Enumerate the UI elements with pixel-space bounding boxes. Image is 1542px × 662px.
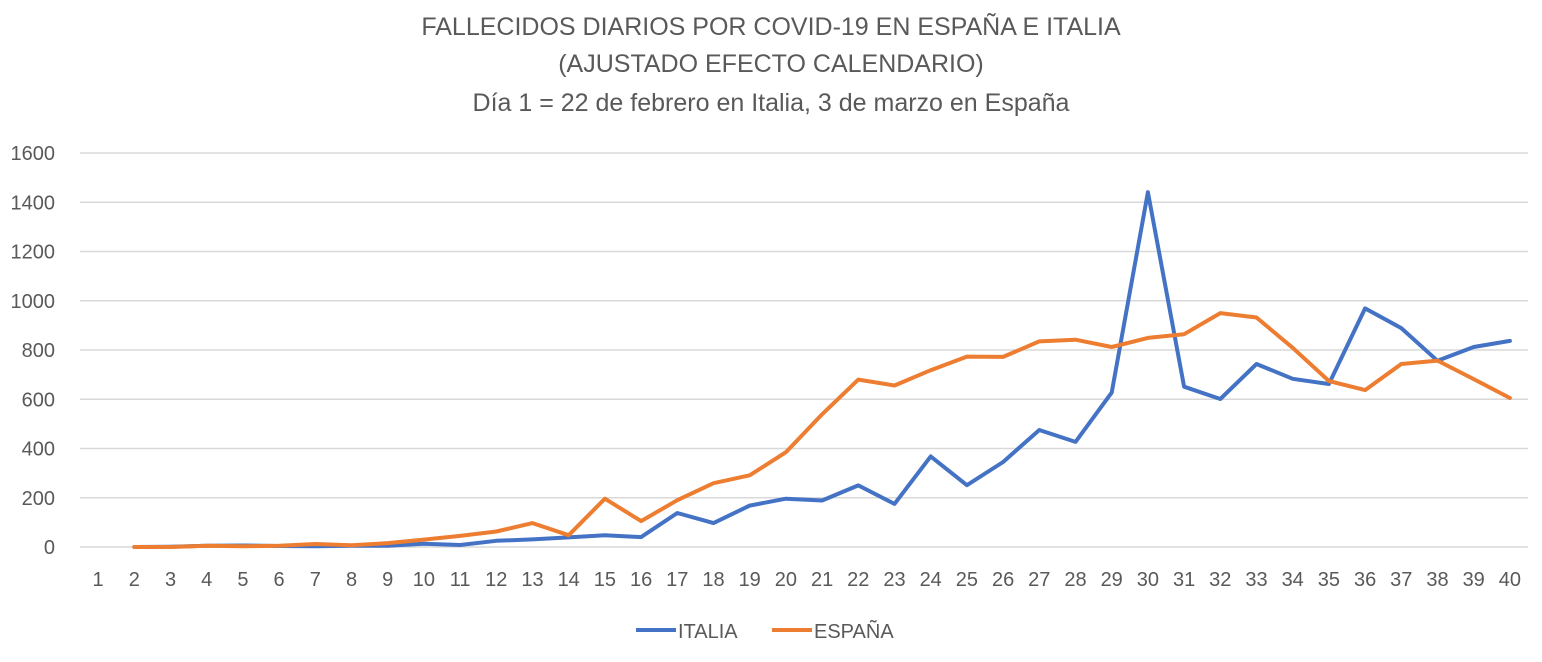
x-tick-label: 37 [1390, 569, 1412, 591]
x-tick-label: 3 [165, 569, 176, 591]
x-tick-label: 31 [1173, 569, 1195, 591]
y-tick-label: 0 [44, 537, 55, 559]
x-tick-label: 2 [129, 569, 140, 591]
x-tick-label: 20 [775, 569, 797, 591]
x-tick-label: 8 [346, 569, 357, 591]
y-tick-label: 1600 [11, 143, 56, 165]
series-line-italia [132, 190, 1512, 549]
x-tick-label: 10 [413, 569, 435, 591]
x-tick-label: 33 [1245, 569, 1267, 591]
x-tick-label: 30 [1137, 569, 1159, 591]
y-tick-label: 800 [22, 340, 55, 362]
x-tick-label: 24 [920, 569, 942, 591]
x-tick-label: 35 [1318, 569, 1340, 591]
chart-subtitle: Día 1 = 22 de febrero en Italia, 3 de ma… [472, 89, 1070, 117]
x-tick-label: 4 [201, 569, 212, 591]
x-tick-label: 9 [382, 569, 393, 591]
x-tick-label: 21 [811, 569, 833, 591]
series-line-españa [132, 311, 1512, 549]
x-tick-label: 39 [1463, 569, 1485, 591]
x-tick-label: 16 [630, 569, 652, 591]
y-tick-label: 1200 [11, 242, 56, 264]
x-tick-label: 12 [485, 569, 507, 591]
x-tick-label: 14 [558, 569, 580, 591]
x-tick-label: 27 [1028, 569, 1050, 591]
x-tick-label: 26 [992, 569, 1014, 591]
chart-title-line-2: (AJUSTADO EFECTO CALENDARIO) [558, 50, 984, 78]
x-tick-label: 36 [1354, 569, 1376, 591]
x-tick-label: 32 [1209, 569, 1231, 591]
y-tick-label: 400 [22, 439, 55, 461]
x-tick-label: 19 [739, 569, 761, 591]
x-tick-label: 5 [237, 569, 248, 591]
x-tick-label: 29 [1101, 569, 1123, 591]
y-tick-label: 1400 [11, 192, 56, 214]
x-tick-label: 6 [274, 569, 285, 591]
x-tick-label: 7 [310, 569, 321, 591]
x-tick-label: 15 [594, 569, 616, 591]
x-tick-label: 38 [1426, 569, 1448, 591]
x-tick-label: 17 [666, 569, 688, 591]
legend-label: ITALIA [678, 621, 738, 643]
x-tick-label: 23 [883, 569, 905, 591]
x-tick-label: 40 [1499, 569, 1521, 591]
chart-title-line-1: FALLECIDOS DIARIOS POR COVID-19 EN ESPAÑ… [421, 13, 1121, 41]
x-tick-label: 1 [93, 569, 104, 591]
x-tick-label: 25 [956, 569, 978, 591]
x-tick-label: 11 [450, 569, 471, 591]
y-tick-label: 200 [22, 488, 55, 510]
x-tick-label: 34 [1282, 569, 1304, 591]
x-tick-label: 13 [521, 569, 543, 591]
legend-label: ESPAÑA [814, 619, 894, 643]
y-tick-label: 1000 [11, 291, 56, 313]
x-tick-label: 22 [847, 569, 869, 591]
x-tick-label: 28 [1064, 569, 1086, 591]
x-tick-label: 18 [702, 569, 724, 591]
y-tick-label: 600 [22, 389, 55, 411]
